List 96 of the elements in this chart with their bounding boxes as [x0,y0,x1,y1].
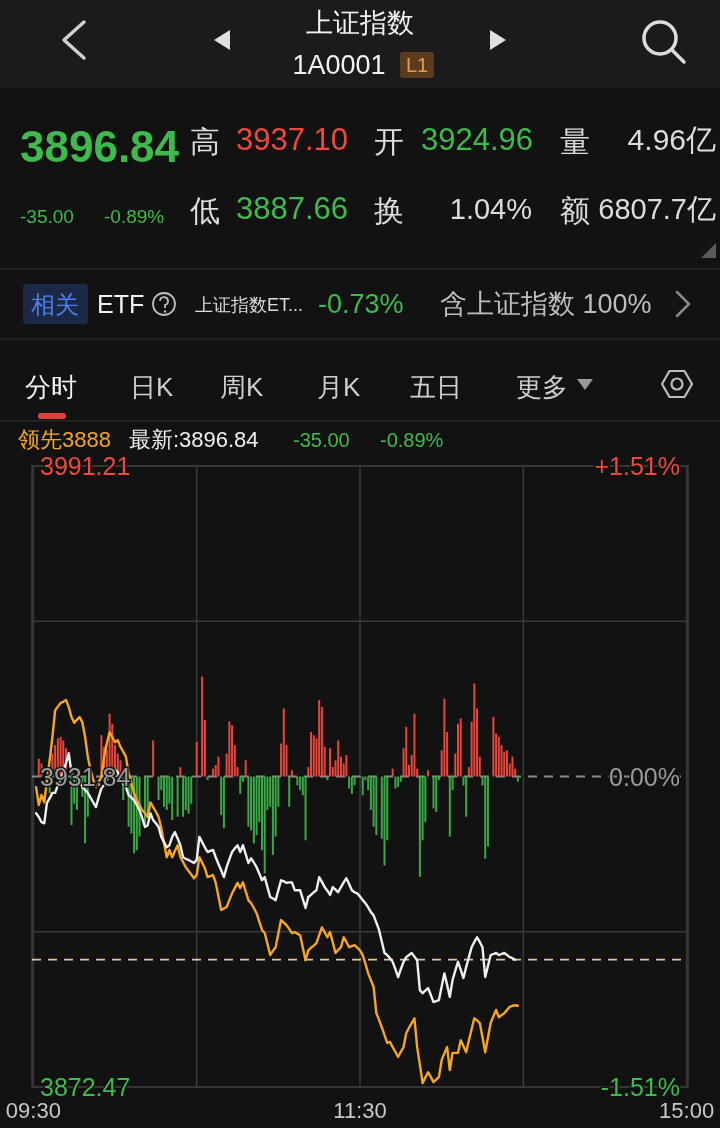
bar [473,683,476,777]
bar [152,740,155,777]
bar [299,776,302,791]
bar [290,770,293,777]
bar [171,776,174,820]
bar [239,776,242,794]
text: 换 [374,194,404,227]
x-tick-label: 11:30 [333,1098,387,1123]
bar [310,732,312,777]
text: 开 [374,125,404,158]
text: 3924.96 [421,122,534,157]
bar [304,776,307,841]
bar [282,708,285,777]
text: 1.04% [449,193,532,225]
bar [397,776,400,787]
bar [195,741,198,777]
bar [443,698,446,777]
text: 分时 [25,372,77,402]
y-tick-label: 3872.47 [40,1073,131,1101]
text: 含上证指数 100% [440,289,652,319]
text: 月K [317,372,361,402]
text: 领先3888 [18,427,111,452]
bar [288,776,291,807]
bar [427,770,430,777]
y-tick-label: 3991.21 [40,452,131,480]
bar [187,776,190,814]
bar [157,776,160,801]
text: 周K [220,372,264,402]
text: -35.00 [293,429,350,451]
bar [413,713,416,777]
bar [405,726,408,777]
bar [337,740,340,777]
bar [492,716,495,777]
text: -0.89% [104,206,165,227]
text: 相关 [31,291,79,318]
bar [383,776,386,866]
bar [350,776,353,794]
bar [201,676,204,777]
bar [345,755,348,777]
x-tick-label: 15:00 [659,1098,715,1123]
bar [217,756,220,777]
bar [459,718,462,777]
bar [375,776,378,836]
text: 上证指数ET... [195,295,304,315]
bar [231,725,234,777]
x-tick-label: 09:30 [5,1098,61,1123]
text: 4.96亿 [627,123,716,156]
bar [484,776,487,859]
y2-tick-label: -1.51% [600,1073,680,1101]
text: 量 [560,125,590,158]
text: 6807.7亿 [598,193,716,225]
text: -35.00 [20,206,74,227]
text: -0.73% [318,289,404,319]
bar [329,748,332,777]
bar [176,776,179,817]
y2-tick-label: +1.51% [594,452,680,480]
bar [465,776,468,817]
bar [516,776,519,782]
bar [497,736,500,777]
text: L1 [405,54,429,76]
y2-tick-label: 0.00% [609,762,680,791]
bar [179,767,182,777]
text: 3887.66 [236,191,349,226]
chart-subtitle: 1A0001 [292,50,386,80]
text: 3937.10 [236,122,349,157]
bar [448,776,451,837]
text: -0.89% [380,429,444,451]
bar [263,776,266,874]
text: 低 [190,194,220,227]
bar [312,735,315,777]
bar [432,776,435,809]
text: 日K [130,372,174,402]
bar [165,776,168,810]
bar [228,721,231,777]
bar [271,776,274,855]
bar [361,776,364,796]
bar [163,776,166,807]
bar [212,768,215,777]
bar [244,760,247,777]
text: 额 [560,194,590,227]
text: 五日 [410,372,462,402]
bar [247,776,250,827]
bar [222,776,225,829]
bar [435,776,438,813]
text: 高 [190,125,220,158]
text: 最新:3896.84 [128,427,259,452]
text: 3896.84 [20,122,180,171]
bar [318,700,321,777]
bar [418,776,421,877]
text: ETF [97,290,145,318]
bar [394,776,397,789]
chart-title: 上证指数 [306,8,414,38]
text: 更多 [516,372,568,402]
bar [252,776,255,844]
bar [391,768,394,777]
bar [182,776,185,817]
